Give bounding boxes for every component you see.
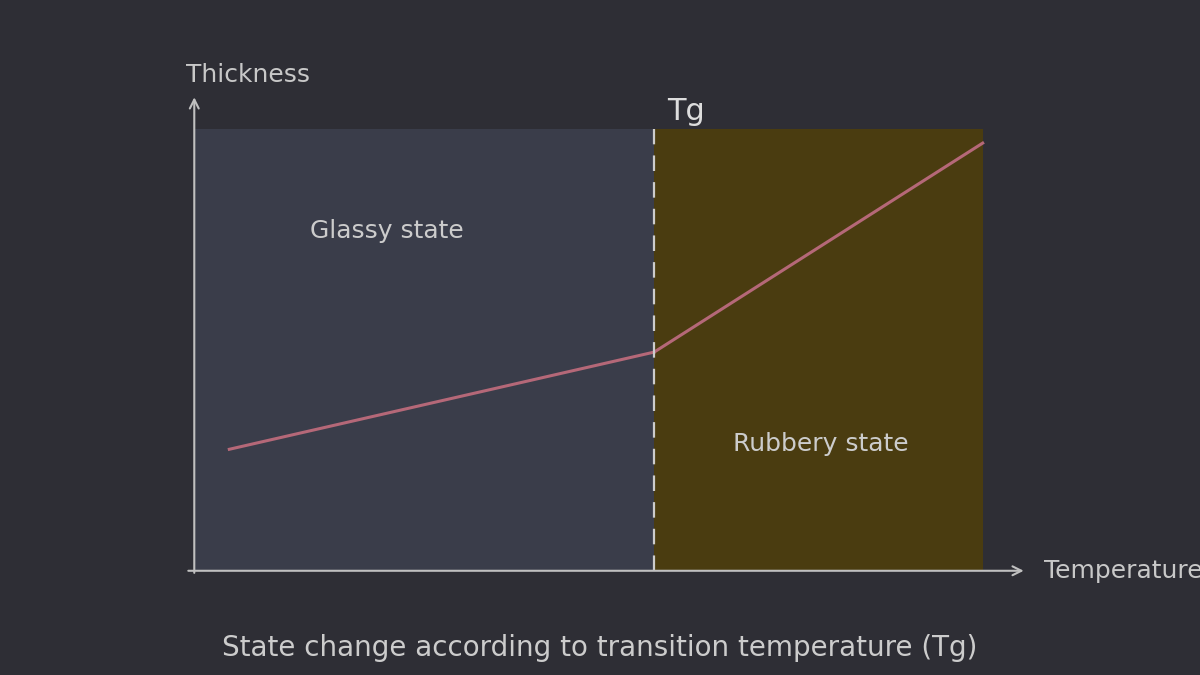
Text: Tg: Tg xyxy=(667,97,706,126)
Bar xyxy=(654,128,983,571)
Text: Rubbery state: Rubbery state xyxy=(733,433,908,456)
Text: Glassy state: Glassy state xyxy=(310,219,464,242)
Text: Temperature: Temperature xyxy=(1044,559,1200,583)
Text: State change according to transition temperature (Tg): State change according to transition tem… xyxy=(222,634,978,662)
Text: Thickness: Thickness xyxy=(186,63,310,87)
Bar xyxy=(194,128,654,571)
